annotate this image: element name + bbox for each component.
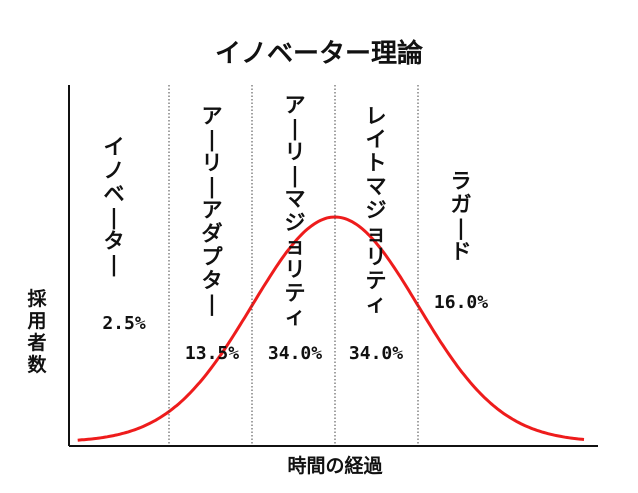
y-axis-label: 採用者数 (27, 288, 47, 376)
segment-share: 13.5% (185, 343, 239, 364)
segment-label: ア|リ|アダプタ| (202, 104, 224, 317)
segment-label: ラガ|ド (451, 169, 472, 264)
segment-share: 16.0% (434, 292, 488, 313)
x-axis-label: 時間の経過 (287, 454, 383, 477)
segment-label: ア|リ|マジョリティ (285, 93, 306, 329)
segment-share: 2.5% (102, 313, 146, 334)
segment-label: レイトマジョリティ (366, 104, 387, 316)
segment-share: 34.0% (268, 343, 322, 364)
segment-label: イノベ|タ| (104, 135, 125, 278)
chart-title: イノベーター理論 (215, 38, 424, 69)
adoption-curve (77, 215, 585, 442)
segment-share: 34.0% (349, 343, 403, 364)
